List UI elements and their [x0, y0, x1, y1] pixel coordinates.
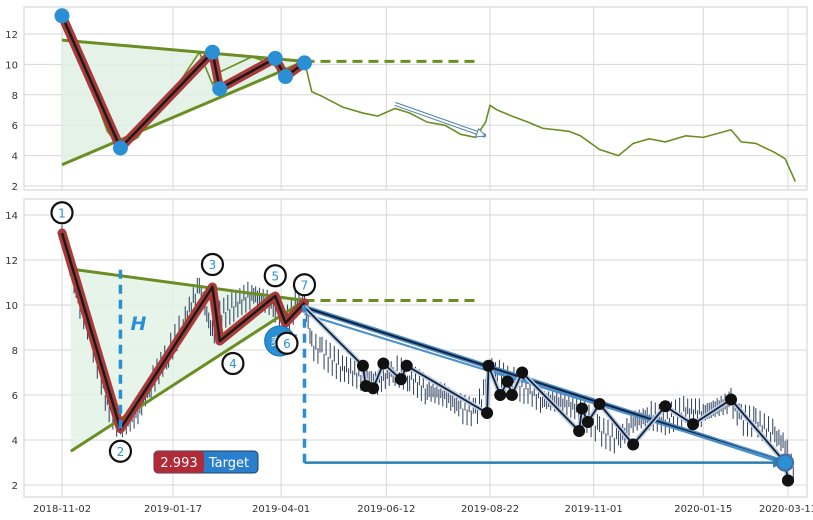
pivot-label: 5: [271, 269, 279, 283]
x-tick-label: 2019-04-01: [252, 504, 310, 515]
swing-point: [367, 382, 380, 395]
y-tick-label: 8: [12, 346, 18, 357]
y-tick-label: 2: [12, 481, 18, 492]
pivot-point: [54, 8, 70, 24]
price-line: [61, 15, 797, 182]
y-tick-label: 4: [12, 436, 18, 447]
x-tick-label: 2020-01-15: [674, 504, 732, 515]
swing-point: [400, 359, 413, 372]
swing-point: [505, 389, 518, 401]
pivot-label: 7: [301, 278, 309, 292]
y-tick-label: 10: [5, 301, 18, 312]
x-tick-label: 2020-03-13: [759, 504, 813, 515]
top-chart-panel: 2 4 6 8 10 12: [5, 6, 808, 193]
target-point: [776, 453, 795, 472]
triangle-lower-line: [69, 299, 306, 453]
pivot-label: 3: [209, 258, 217, 272]
pivot-label-circle: [263, 264, 287, 288]
y-tick-label: 14: [5, 211, 18, 222]
swing-point: [394, 373, 407, 386]
pivot-label-circle: [108, 439, 133, 463]
y-tick-label: 12: [5, 256, 18, 267]
pivot-point: [212, 81, 228, 97]
channel-upper-line: [304, 306, 786, 464]
arrow-shaft: [394, 102, 486, 137]
pivot-label-circle: [200, 252, 225, 277]
triangle-upper-line: [61, 38, 305, 63]
pivot-point: [296, 55, 312, 71]
pivot-point: [204, 44, 220, 60]
y-tick-label: 4: [12, 152, 18, 163]
triangle-lower-line: [61, 59, 306, 167]
x-tick-label: 2019-01-17: [144, 504, 202, 515]
pivot-label: 4: [229, 357, 237, 371]
swing-point: [501, 375, 514, 388]
swing-point: [377, 357, 390, 370]
pivot-label-circle: [292, 273, 317, 297]
y-tick-label: 6: [12, 121, 18, 132]
pivot-label-circle: [50, 201, 74, 225]
pivot-point: [267, 50, 283, 66]
swing-point: [687, 418, 700, 431]
y-tick-label: 8: [12, 91, 18, 102]
swing-point: [725, 393, 738, 406]
swing-point: [356, 359, 369, 372]
height-label: H: [130, 313, 146, 335]
x-tick-label: 2019-08-22: [461, 504, 519, 515]
pivot-label-circle: [275, 331, 299, 355]
arrow-head: [474, 127, 487, 138]
swing-point: [627, 438, 640, 451]
pivot-label: 1: [58, 206, 66, 220]
x-tick-label: 2019-11-01: [565, 504, 623, 515]
y-tick-label: 10: [5, 60, 18, 71]
target-badge: 2.993 Target: [153, 450, 259, 474]
target-badge-value-bg: [154, 451, 204, 473]
channel-lower-line: [304, 313, 786, 464]
swing-point: [659, 400, 672, 413]
pivot-label: 2: [117, 445, 125, 459]
breakdown-arrow: [394, 102, 487, 138]
swing-point: [482, 359, 495, 372]
pivot-label-circle: [221, 351, 245, 376]
target-badge-label: Target: [208, 456, 249, 471]
y-tick-label: 6: [12, 391, 18, 402]
swing-point: [516, 366, 529, 379]
pivot-point: [277, 69, 293, 85]
triangle-upper-line: [70, 267, 305, 302]
x-tick-label: 2018-11-02: [33, 504, 91, 515]
target-badge-value: 2.993: [160, 456, 197, 471]
y-tick-label: 12: [5, 30, 18, 41]
pivot-label: 6: [283, 337, 291, 351]
swing-point: [593, 398, 606, 410]
swing-point: [494, 389, 507, 401]
x-tick-label: 2019-06-12: [357, 504, 415, 515]
swing-point: [782, 474, 794, 487]
swing-point: [576, 402, 589, 415]
swing-point: [573, 425, 586, 437]
y-tick-label: 2: [12, 182, 18, 193]
swing-point: [581, 416, 594, 428]
pivot-point: [112, 140, 128, 156]
swing-point: [481, 407, 494, 419]
